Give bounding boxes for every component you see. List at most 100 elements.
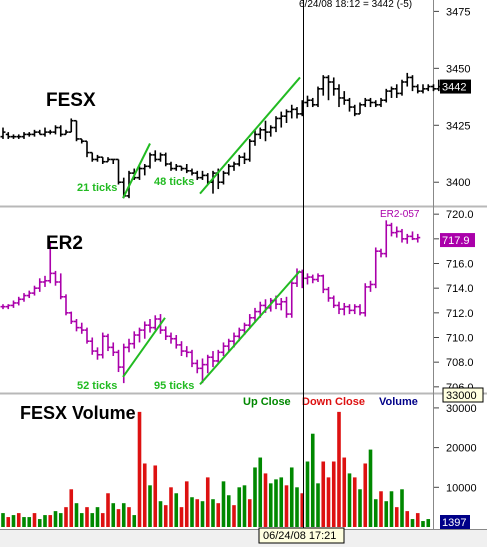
fesx-ohlc-bar bbox=[242, 152, 247, 164]
fesx-ohlc-bar bbox=[179, 165, 184, 171]
er2-tick-label: 716.0 bbox=[446, 259, 474, 271]
fesx-ohlc-bar bbox=[425, 84, 431, 92]
volume-bar bbox=[405, 511, 410, 527]
er2-tick-label: 710.0 bbox=[446, 333, 474, 345]
volume-bar bbox=[410, 519, 415, 527]
er2-ohlc-bar bbox=[100, 332, 106, 359]
er2-ohlc-bar bbox=[58, 273, 64, 300]
er2-ohlc-bar bbox=[394, 226, 400, 238]
er2-last-badge-bg bbox=[440, 233, 475, 248]
fesx-ohlc-bar bbox=[137, 166, 142, 180]
volume-bar bbox=[95, 507, 100, 527]
er2-ohlc-bar bbox=[16, 296, 22, 306]
er2-ohlc-bar bbox=[336, 301, 342, 315]
fesx-ohlc-bar bbox=[84, 140, 90, 158]
volume-tick-label: 20000 bbox=[446, 443, 477, 455]
er2-ohlc-bar bbox=[68, 311, 74, 324]
fesx-ohlc-bar bbox=[231, 161, 237, 171]
volume-bar bbox=[221, 481, 226, 527]
fesx-ohlc-bar bbox=[305, 95, 310, 108]
volume-bar bbox=[179, 507, 184, 527]
er2-ohlc-bar bbox=[163, 326, 169, 340]
volume-bar bbox=[132, 515, 137, 527]
fesx-ohlc-bar bbox=[278, 111, 284, 128]
fesx-ohlc-bar bbox=[236, 154, 242, 167]
volume-bar bbox=[373, 499, 378, 527]
fesx-ohlc-bar bbox=[37, 129, 43, 136]
volume-bar bbox=[394, 507, 399, 527]
volume-bar bbox=[316, 483, 320, 527]
er2-ohlc-bar bbox=[205, 354, 211, 374]
er2-ohlc-bar bbox=[95, 347, 100, 360]
er2-ohlc-bar bbox=[131, 331, 137, 349]
er2-title: ER2 bbox=[46, 233, 83, 254]
er2-ohlc-bar bbox=[152, 315, 158, 331]
fesx-ohlc-bar bbox=[5, 132, 11, 139]
er2-ohlc-bar bbox=[63, 294, 69, 316]
fesx-ohlc-bar bbox=[320, 75, 326, 96]
volume-bar bbox=[1, 513, 5, 527]
volume-bar bbox=[69, 489, 74, 527]
volume-bar bbox=[106, 493, 110, 527]
fesx-ohlc-bar bbox=[0, 127, 6, 139]
fesx-ohlc-bar bbox=[105, 157, 111, 163]
fesx-ohlc-bar bbox=[273, 116, 279, 133]
fesx-ohlc-bar bbox=[331, 77, 337, 96]
er2-header: ER2-057 bbox=[380, 209, 420, 220]
volume-bar bbox=[64, 507, 68, 527]
volume-tick-label: 10000 bbox=[446, 482, 477, 494]
fesx-ohlc-bar bbox=[26, 132, 32, 137]
er2-ohlc-bar bbox=[215, 349, 221, 364]
volume-bar bbox=[195, 499, 200, 527]
fesx-ohlc-bar bbox=[95, 154, 100, 162]
fesx-title: FESX bbox=[46, 90, 96, 111]
fesx-ohlc-bar bbox=[389, 86, 394, 98]
volume-bar bbox=[32, 513, 37, 527]
volume-bar bbox=[232, 505, 236, 527]
fesx-ohlc-bar bbox=[11, 134, 16, 139]
fesx-ohlc-bar bbox=[58, 125, 64, 137]
volume-title: FESX Volume bbox=[20, 403, 136, 423]
fesx-ohlc-bar bbox=[357, 102, 363, 115]
volume-bar bbox=[279, 477, 284, 527]
volume-bar bbox=[389, 491, 394, 527]
volume-bar bbox=[321, 461, 326, 527]
volume-bar bbox=[43, 515, 47, 527]
volume-bar bbox=[200, 501, 205, 527]
fesx-ohlc-bar bbox=[263, 120, 268, 142]
fesx-tick-label: 3475 bbox=[446, 6, 470, 18]
volume-bar bbox=[111, 503, 116, 527]
fesx-ohlc-bar bbox=[79, 138, 85, 144]
er2-tick-label: 708.0 bbox=[446, 357, 474, 369]
fesx-ohlc-bar bbox=[68, 118, 74, 133]
er2-ohlc-bar bbox=[362, 283, 368, 317]
volume-bar bbox=[48, 515, 53, 527]
er2-ohlc-bar bbox=[226, 338, 232, 353]
er2-ohlc-bar bbox=[404, 233, 410, 244]
volume-bar bbox=[295, 487, 299, 527]
er2-annotation-1: 52 ticks bbox=[77, 380, 117, 392]
fesx-ohlc-bar bbox=[362, 97, 368, 108]
fesx-trendline bbox=[122, 143, 151, 199]
volume-bar bbox=[163, 505, 168, 527]
er2-ohlc-bar bbox=[210, 351, 216, 368]
volume-bar bbox=[384, 501, 389, 527]
er2-ohlc-bar bbox=[399, 228, 405, 243]
fesx-ohlc-bar bbox=[284, 109, 289, 123]
volume-bar bbox=[174, 493, 179, 527]
fesx-ohlc-bar bbox=[32, 129, 37, 137]
volume-bar bbox=[289, 467, 294, 527]
er2-ohlc-bar bbox=[341, 302, 347, 316]
fesx-ohlc-bar bbox=[383, 88, 389, 103]
er2-ohlc-bar bbox=[179, 341, 184, 356]
er2-ohlc-bar bbox=[368, 280, 373, 292]
volume-bar bbox=[342, 457, 347, 527]
volume-bar bbox=[121, 503, 126, 527]
fesx-ohlc-bar bbox=[210, 170, 216, 194]
volume-bar bbox=[226, 495, 231, 527]
volume-bar bbox=[158, 501, 163, 527]
volume-bar bbox=[242, 485, 247, 527]
volume-bar bbox=[300, 493, 305, 527]
er2-ohlc-bar bbox=[347, 304, 352, 315]
